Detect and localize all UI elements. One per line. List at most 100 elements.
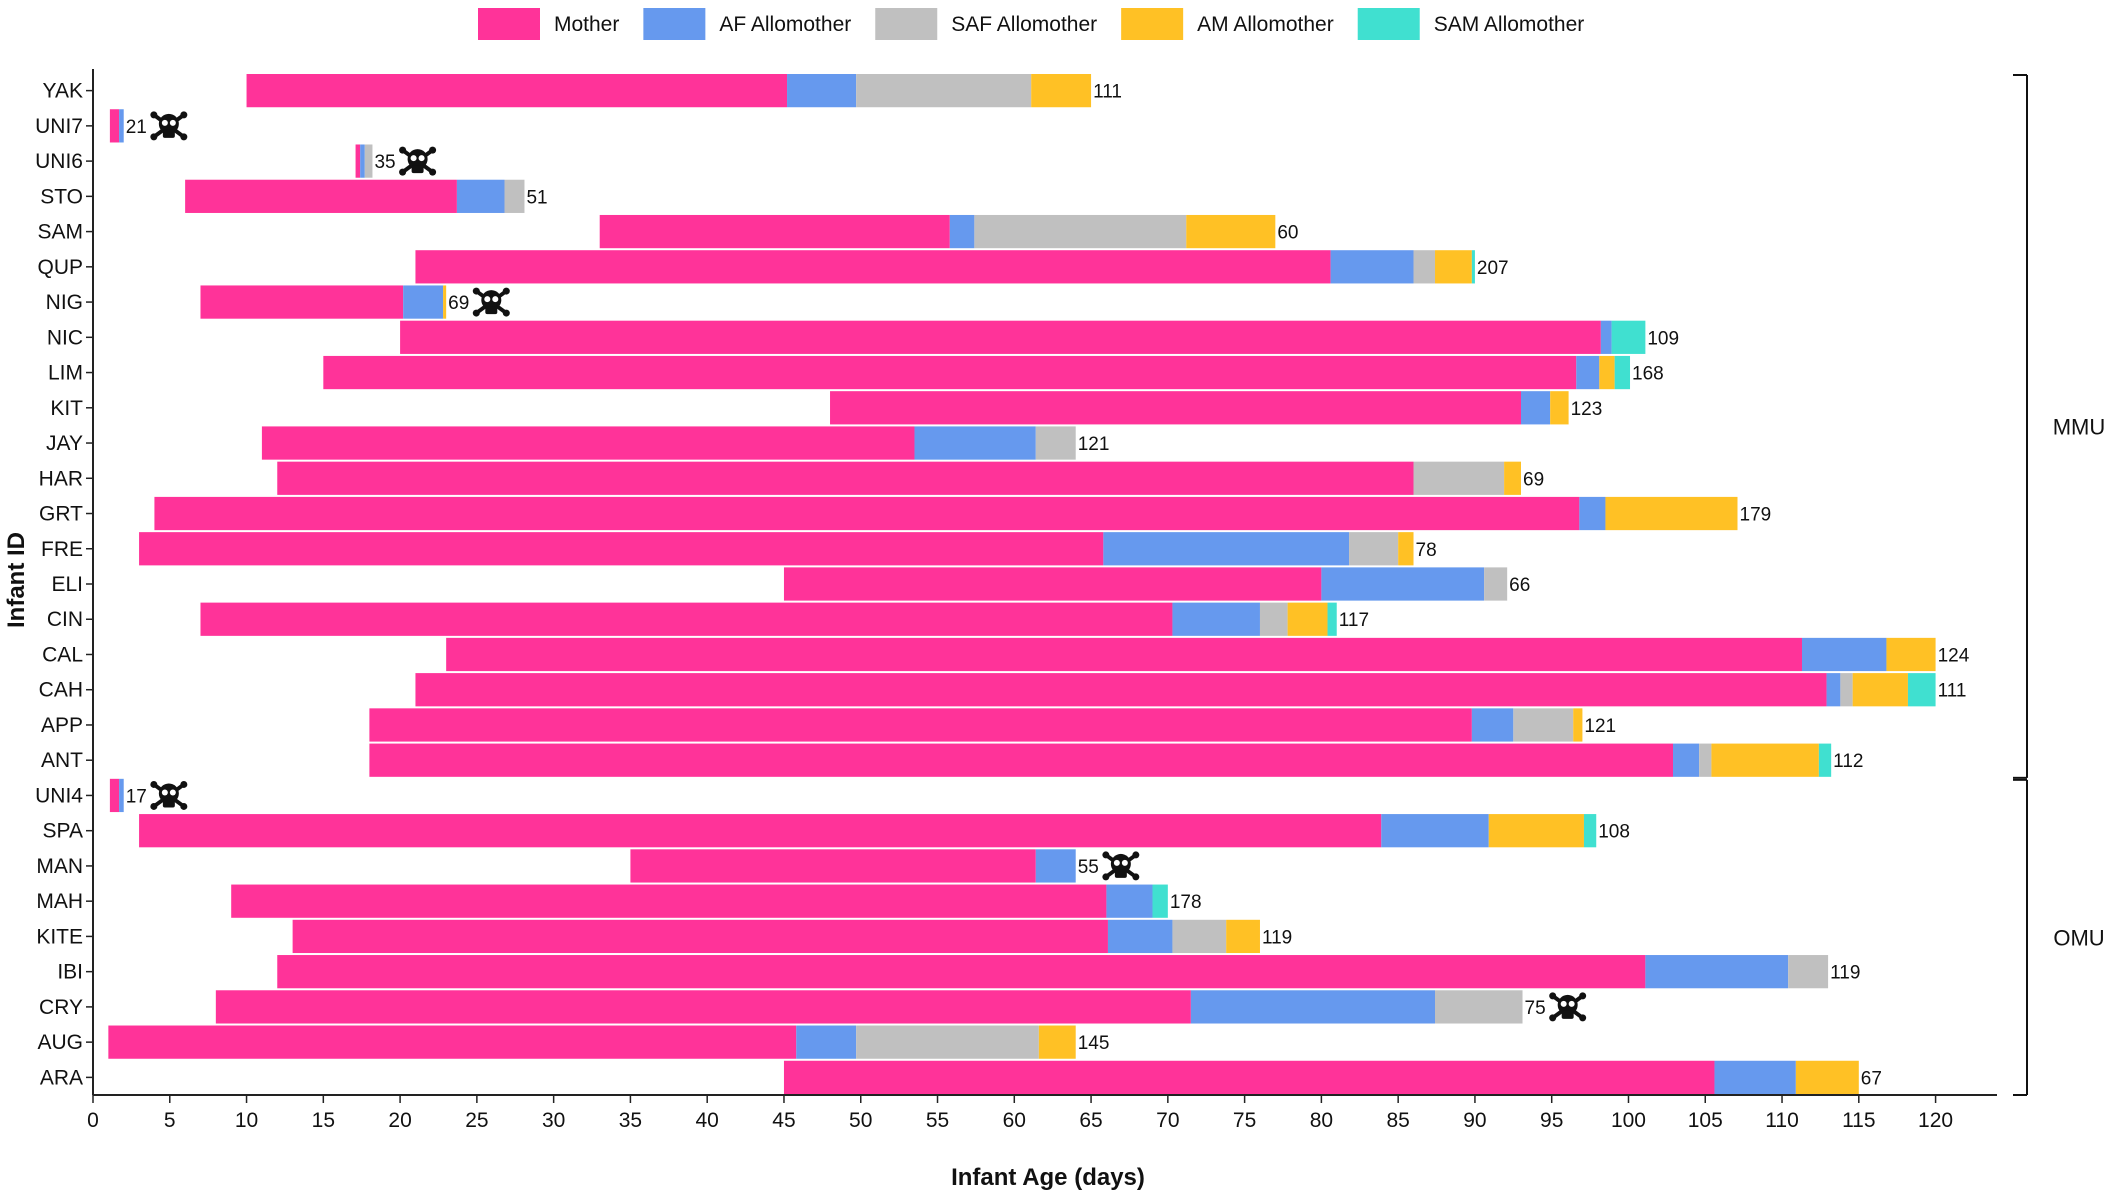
bar-cah-sam-allomother xyxy=(1907,673,1936,707)
bar-nig-mother xyxy=(200,285,404,319)
bar-ara-af-allomother xyxy=(1714,1060,1796,1094)
value-label-lim: 168 xyxy=(1632,364,1664,385)
value-label-man: 55 xyxy=(1078,857,1099,878)
bar-sto-af-allomother xyxy=(456,179,505,213)
legend-swatch-am-allomother xyxy=(1121,8,1184,40)
x-tick-label-15: 15 xyxy=(312,1109,335,1132)
bar-cal-mother xyxy=(446,637,1802,672)
y-tick-label-ibi: IBI xyxy=(57,961,83,984)
value-label-uni4: 17 xyxy=(126,786,147,807)
value-label-kite: 119 xyxy=(1262,927,1292,948)
bar-yak-mother xyxy=(246,74,788,108)
bar-sto-saf-allomother xyxy=(504,179,525,213)
y-tick-label-fre: FRE xyxy=(41,538,83,561)
bar-ant-mother xyxy=(369,743,1674,777)
value-label-uni6: 35 xyxy=(374,152,395,173)
y-tick-label-sto: STO xyxy=(40,185,83,208)
bar-qup-sam-allomother xyxy=(1471,250,1475,284)
legend-swatch-saf-allomother xyxy=(875,8,938,40)
bar-cin-mother xyxy=(200,602,1173,636)
bar-cah-am-allomother xyxy=(1852,673,1908,707)
bar-ant-sam-allomother xyxy=(1818,743,1832,777)
bar-aug-am-allomother xyxy=(1038,1025,1076,1059)
bar-ara-am-allomother xyxy=(1795,1060,1859,1094)
value-label-ara: 67 xyxy=(1861,1068,1882,1089)
group-brackets: MMU OMU xyxy=(2013,74,2105,1096)
x-tick-label-75: 75 xyxy=(1233,1109,1256,1132)
bar-mah-sam-allomother xyxy=(1152,884,1168,918)
bar-ant-am-allomother xyxy=(1711,743,1819,777)
y-tick-label-har: HAR xyxy=(39,467,83,490)
bar-cah-saf-allomother xyxy=(1840,673,1853,707)
x-tick-label-35: 35 xyxy=(619,1109,642,1132)
x-tick-label-105: 105 xyxy=(1688,1109,1723,1132)
bar-eli-saf-allomother xyxy=(1484,567,1508,601)
skull-crossbones-icon xyxy=(1102,851,1140,881)
legend: Mother AF Allomother SAF Allomother AM Allo… xyxy=(478,8,1584,40)
bar-ara-mother xyxy=(783,1060,1715,1094)
bar-spa-sam-allomother xyxy=(1583,814,1597,848)
bar-aug-saf-allomother xyxy=(856,1025,1039,1059)
legend-swatch-sam-allomother xyxy=(1357,8,1420,40)
bar-kit-am-allomother xyxy=(1550,391,1569,425)
y-tick-label-nic: NIC xyxy=(47,326,83,349)
bar-app-mother xyxy=(369,708,1472,742)
y-tick-label-aug: AUG xyxy=(37,1031,83,1054)
bar-sam-saf-allomother xyxy=(974,214,1187,249)
y-tick-label-grt: GRT xyxy=(39,503,83,526)
bar-lim-am-allomother xyxy=(1599,355,1615,390)
bar-qup-saf-allomother xyxy=(1413,250,1436,284)
bar-lim-af-allomother xyxy=(1576,355,1600,390)
bar-grt-mother xyxy=(154,496,1580,531)
y-tick-label-ara: ARA xyxy=(40,1066,83,1089)
y-tick-label-cin: CIN xyxy=(47,608,83,631)
y-tick-label-ant: ANT xyxy=(41,749,83,772)
legend-swatch-af-allomother xyxy=(643,8,706,40)
bar-uni4-mother xyxy=(109,778,120,813)
value-label-cry: 75 xyxy=(1525,998,1546,1019)
bar-kit-af-allomother xyxy=(1521,391,1551,425)
bar-uni6-mother xyxy=(355,144,361,178)
bar-jay-af-allomother xyxy=(914,426,1036,460)
value-label-nig: 69 xyxy=(448,293,469,314)
bar-fre-saf-allomother xyxy=(1349,532,1399,566)
value-label-mah: 178 xyxy=(1170,892,1202,913)
y-tick-label-eli: ELI xyxy=(51,573,83,596)
value-label-uni7: 21 xyxy=(126,117,147,138)
bar-qup-am-allomother xyxy=(1435,250,1472,284)
value-label-app: 121 xyxy=(1584,716,1616,737)
x-tick-label-70: 70 xyxy=(1156,1109,1179,1132)
x-tick-label-45: 45 xyxy=(772,1109,795,1132)
bar-nic-af-allomother xyxy=(1600,320,1612,354)
y-tick-label-nig: NIG xyxy=(46,291,83,314)
x-tick-label-30: 30 xyxy=(542,1109,565,1132)
value-label-sto: 51 xyxy=(526,187,547,208)
x-tick-label-120: 120 xyxy=(1918,1109,1953,1132)
bar-jay-mother xyxy=(261,426,915,460)
value-label-ibi: 119 xyxy=(1830,963,1860,984)
skull-crossbones-icon xyxy=(150,111,188,141)
x-axis-title: Infant Age (days) xyxy=(951,1164,1145,1191)
bar-yak-saf-allomother xyxy=(856,74,1032,108)
bar-cin-sam-allomother xyxy=(1327,602,1337,636)
group-label-omu: OMU xyxy=(2053,925,2104,950)
value-label-eli: 66 xyxy=(1509,575,1530,596)
x-tick-label-100: 100 xyxy=(1611,1109,1646,1132)
bar-cal-af-allomother xyxy=(1801,637,1887,672)
bar-fre-am-allomother xyxy=(1398,532,1414,566)
legend-label-af-allomother: AF Allomother xyxy=(719,13,851,36)
bar-jay-saf-allomother xyxy=(1035,426,1076,460)
y-tick-label-yak: YAK xyxy=(43,80,83,103)
bar-har-am-allomother xyxy=(1504,461,1521,495)
y-tick-label-spa: SPA xyxy=(43,820,83,843)
x-tick-label-55: 55 xyxy=(926,1109,949,1132)
bars xyxy=(108,74,1936,1094)
legend-label-saf-allomother: SAF Allomother xyxy=(951,13,1097,36)
x-tick-label-20: 20 xyxy=(388,1109,411,1132)
bar-spa-af-allomother xyxy=(1381,814,1489,848)
bar-kit-mother xyxy=(830,391,1521,425)
bar-ibi-saf-allomother xyxy=(1788,955,1829,989)
bar-fre-af-allomother xyxy=(1103,532,1350,566)
x-tick-label-115: 115 xyxy=(1842,1109,1875,1132)
